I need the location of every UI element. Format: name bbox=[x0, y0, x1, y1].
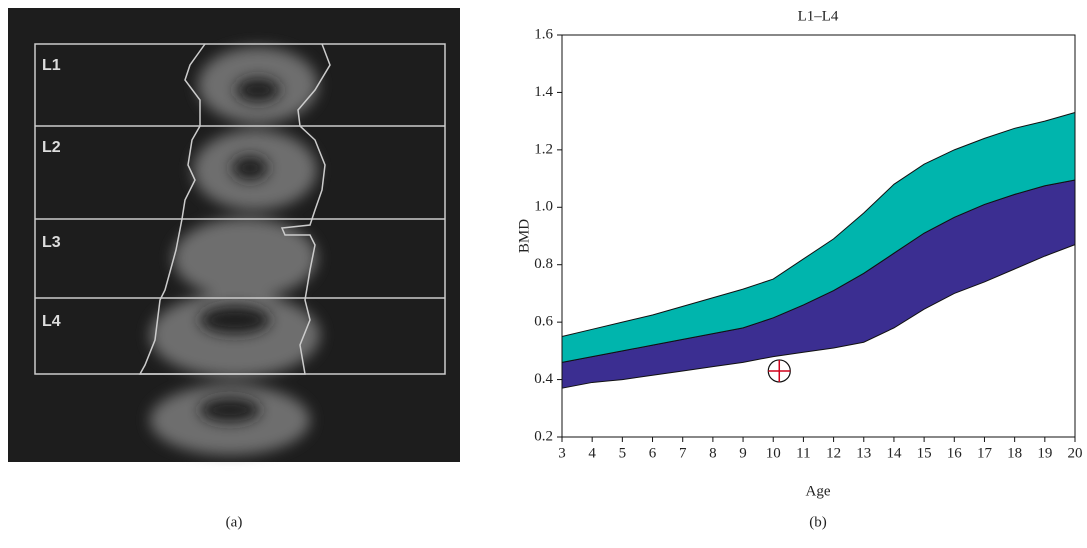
x-tick-label: 13 bbox=[856, 445, 871, 461]
x-tick-label: 14 bbox=[886, 445, 902, 461]
y-tick-label: 0.4 bbox=[534, 371, 553, 387]
chart-title: L1–L4 bbox=[798, 8, 839, 24]
region-label: L2 bbox=[42, 139, 61, 156]
x-tick-label: 12 bbox=[826, 445, 841, 461]
x-tick-label: 15 bbox=[917, 445, 932, 461]
figure: L1 L2 L3 L4 (a) (b) L1–L4 Age BMD 0.2 0.4… bbox=[0, 0, 1087, 543]
x-tick-label: 6 bbox=[649, 445, 657, 461]
x-tick-label: 17 bbox=[977, 445, 993, 461]
x-tick-label: 16 bbox=[947, 445, 963, 461]
x-tick-label: 20 bbox=[1068, 445, 1083, 461]
y-tick-label: 0.2 bbox=[534, 428, 553, 444]
x-tick-label: 18 bbox=[1007, 445, 1022, 461]
y-tick-label: 0.6 bbox=[534, 314, 553, 330]
region-label: L4 bbox=[42, 313, 61, 330]
x-tick-label: 19 bbox=[1037, 445, 1052, 461]
region-label: L1 bbox=[42, 57, 61, 74]
x-tick-label: 9 bbox=[739, 445, 747, 461]
measurement-point bbox=[768, 360, 790, 382]
dxa-image: L1 L2 L3 L4 bbox=[8, 8, 460, 462]
caption: (b) bbox=[809, 514, 827, 530]
x-tick-label: 7 bbox=[679, 445, 687, 461]
y-tick-label: 1.2 bbox=[534, 141, 553, 157]
x-tick-label: 10 bbox=[766, 445, 781, 461]
x-tick-label: 11 bbox=[796, 445, 810, 461]
caption: (a) bbox=[226, 514, 243, 530]
x-tick-label: 5 bbox=[619, 445, 627, 461]
y-tick-label: 1.0 bbox=[534, 199, 553, 215]
x-axis-label: Age bbox=[806, 483, 831, 499]
x-tick-label: 8 bbox=[709, 445, 717, 461]
y-tick-label: 1.4 bbox=[534, 84, 553, 100]
x-tick-label: 3 bbox=[558, 445, 566, 461]
y-tick-label: 1.6 bbox=[534, 26, 553, 42]
region-label: L3 bbox=[42, 234, 61, 251]
y-tick-label: 0.8 bbox=[534, 256, 553, 272]
y-axis-label: BMD bbox=[516, 219, 532, 253]
page: {"image_panel": {"regions": ["L1", "L2",… bbox=[0, 0, 1087, 548]
x-tick-label: 4 bbox=[588, 445, 596, 461]
